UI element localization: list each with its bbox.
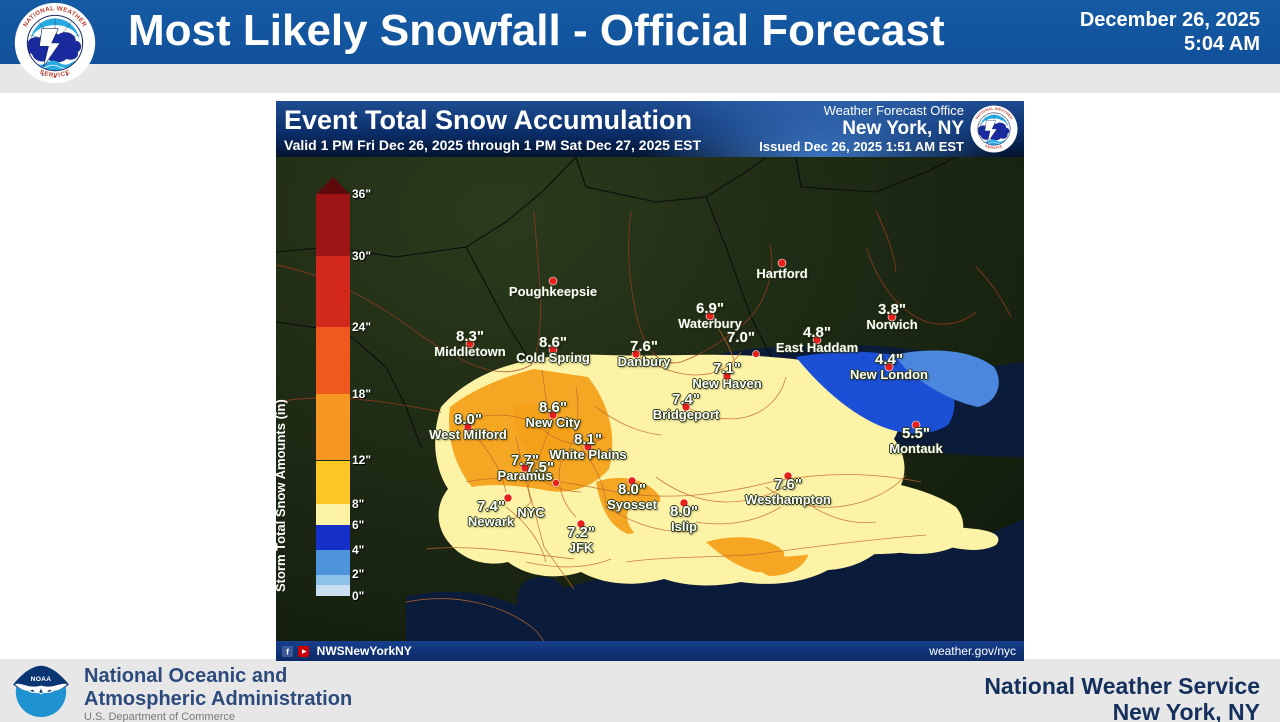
svg-text:NOAA: NOAA	[31, 676, 52, 683]
svg-text:f: f	[286, 647, 289, 657]
